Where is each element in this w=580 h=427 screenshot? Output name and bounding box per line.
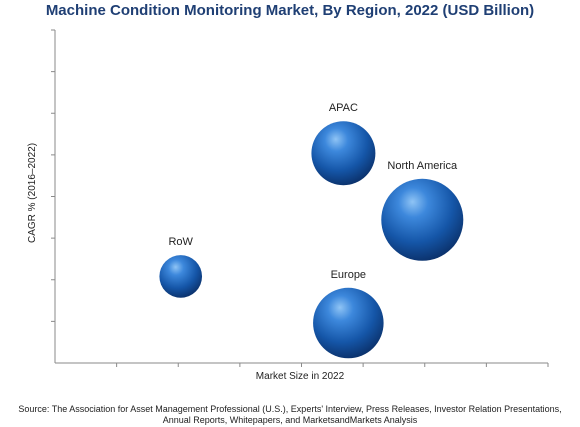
- x-axis-label: Market Size in 2022: [256, 371, 345, 382]
- source-note: Source: The Association for Asset Manage…: [0, 404, 580, 426]
- chart-title: Machine Condition Monitoring Market, By …: [45, 2, 535, 19]
- bubble-label-north-america: North America: [387, 160, 458, 172]
- y-axis-label: CAGR % (2016–2022): [27, 143, 38, 243]
- source-line-1: Source: The Association for Asset Manage…: [18, 404, 562, 414]
- bubble-label-europe: Europe: [331, 269, 366, 281]
- bubble-europe: [313, 287, 384, 359]
- bubble-label-row: RoW: [168, 236, 193, 248]
- bubble-chart: APAC North America RoW Europe CAGR % (2016–…: [27, 29, 549, 382]
- source-line-2: Annual Reports, Whitepapers, and Markets…: [162, 415, 418, 425]
- bubble-row: [159, 255, 203, 298]
- bubble-north-america: [381, 178, 464, 261]
- bubble-apac: [311, 121, 376, 186]
- bubble-label-apac: APAC: [329, 102, 358, 114]
